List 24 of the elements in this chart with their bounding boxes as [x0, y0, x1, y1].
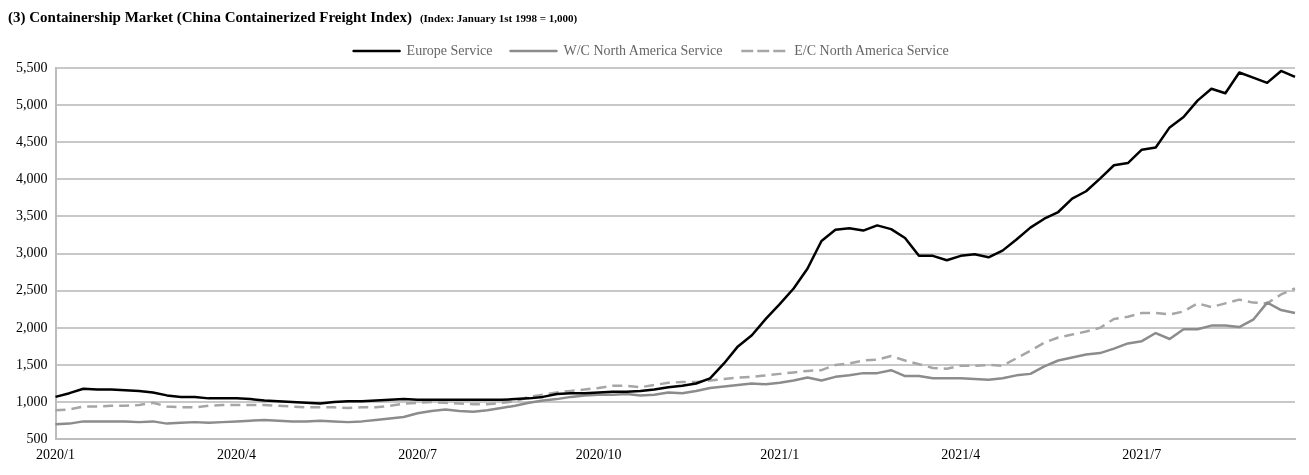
y-tick-label: 2,500	[16, 282, 48, 298]
y-tick-label: 5,500	[16, 59, 48, 75]
x-tick-label: 2020/4	[217, 447, 256, 463]
legend-label: W/C North America Service	[563, 42, 723, 58]
x-tick-label: 2020/10	[575, 447, 622, 463]
y-tick-label: 4,000	[16, 171, 48, 187]
y-tick-label: 500	[26, 430, 48, 446]
y-tick-label: 4,500	[16, 133, 48, 149]
y-tick-label: 5,000	[16, 96, 48, 112]
x-tick-label: 2021/1	[760, 447, 800, 463]
legend-label: E/C North America Service	[794, 42, 949, 58]
chart-subtitle: (Index: January 1st 1998 = 1,000)	[419, 12, 578, 24]
x-tick-label: 2021/7	[1122, 447, 1162, 463]
y-tick-label: 1,500	[16, 356, 48, 372]
legend-label: Europe Service	[406, 42, 493, 58]
x-tick-label: 2020/7	[398, 447, 438, 463]
x-tick-label: 2020/1	[36, 447, 75, 463]
y-tick-label: 1,000	[16, 393, 48, 409]
y-tick-label: 3,000	[16, 245, 48, 261]
chart-title: (3) Containership Market (China Containerized Freight Index)	[8, 9, 412, 25]
y-tick-label: 2,000	[16, 319, 48, 335]
line-series	[54, 287, 1297, 412]
x-tick-label: 2021/4	[941, 447, 981, 463]
y-tick-label: 3,500	[16, 208, 48, 224]
